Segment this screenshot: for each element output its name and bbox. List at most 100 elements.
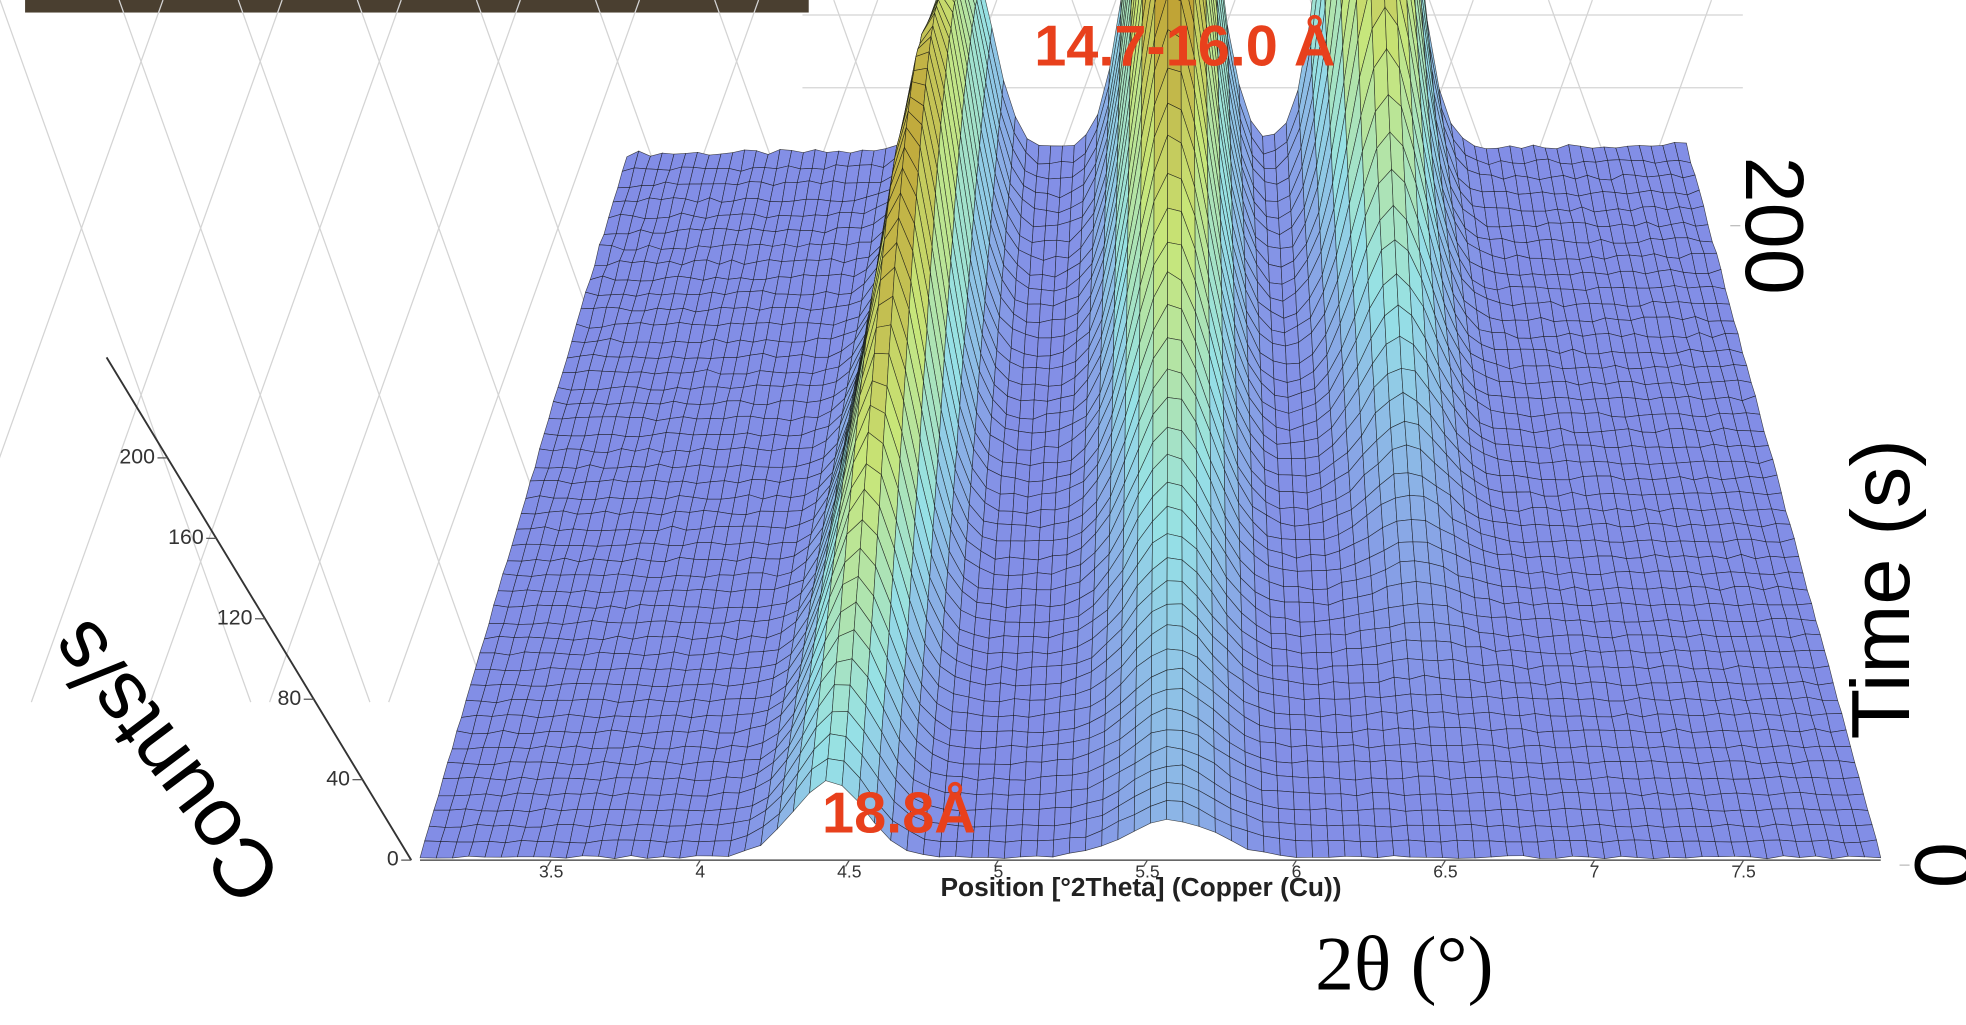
surface-cell bbox=[752, 620, 770, 638]
surface-cell bbox=[1335, 699, 1351, 716]
surface-cell bbox=[1009, 762, 1026, 781]
surface-cell bbox=[1295, 525, 1310, 540]
surface-cell bbox=[1536, 619, 1553, 638]
surface-cell bbox=[1509, 746, 1527, 763]
x-tick-label: 7.5 bbox=[1731, 861, 1756, 881]
surface-cell bbox=[1029, 275, 1043, 290]
surface-cell bbox=[1568, 825, 1587, 840]
surface-cell bbox=[1315, 620, 1331, 635]
surface-cell bbox=[1550, 716, 1568, 731]
surface-cell bbox=[1303, 684, 1319, 700]
surface-cell bbox=[1597, 810, 1616, 827]
surface-cell bbox=[995, 745, 1012, 764]
surface-cell bbox=[740, 682, 758, 699]
surface-cell bbox=[1032, 652, 1048, 667]
surface-cell bbox=[1274, 695, 1290, 715]
surface-cell bbox=[1546, 682, 1564, 699]
surface-cell bbox=[1316, 634, 1332, 653]
surface-cell bbox=[1578, 792, 1596, 809]
surface-cell bbox=[1440, 678, 1457, 697]
surface-cell bbox=[1519, 826, 1537, 842]
surface-cell bbox=[1502, 586, 1519, 604]
surface-cell bbox=[988, 841, 1005, 859]
surface-cell bbox=[1531, 794, 1549, 812]
surface-cell bbox=[1436, 641, 1453, 661]
surface-cell bbox=[1388, 793, 1405, 811]
surface-cell bbox=[1022, 367, 1036, 384]
surface-cell bbox=[1356, 576, 1372, 597]
surface-cell bbox=[1368, 729, 1385, 748]
surface-cell bbox=[1524, 745, 1542, 763]
surface-cell bbox=[1422, 810, 1440, 825]
surface-cell bbox=[994, 764, 1011, 780]
surface-cell bbox=[1273, 679, 1289, 697]
surface-cell bbox=[999, 493, 1014, 511]
surface-cell bbox=[1305, 715, 1321, 732]
surface-cell bbox=[1431, 584, 1448, 606]
surface-cell bbox=[689, 796, 708, 811]
surface-cell bbox=[1037, 840, 1054, 857]
surface-cell bbox=[1411, 520, 1427, 543]
surface-cell bbox=[1357, 792, 1374, 810]
z-tick-label: 40 bbox=[326, 766, 350, 790]
surface-cell bbox=[1042, 744, 1058, 762]
surface-cell bbox=[1274, 713, 1290, 729]
surface-cell bbox=[1320, 714, 1336, 733]
surface-cell bbox=[1299, 602, 1315, 622]
surface-cell bbox=[1026, 745, 1042, 762]
surface-cell bbox=[1413, 542, 1429, 563]
surface-cell bbox=[1000, 476, 1015, 494]
surface-cell bbox=[1269, 264, 1282, 284]
surface-cell bbox=[1542, 762, 1560, 779]
surface-cell bbox=[1049, 161, 1062, 178]
surface-cell bbox=[1392, 840, 1410, 857]
surface-cell bbox=[1043, 712, 1059, 732]
surface-cell bbox=[1586, 746, 1604, 763]
surface-cell bbox=[1309, 522, 1324, 540]
surface-cell bbox=[1517, 809, 1535, 827]
surface-cell bbox=[1024, 540, 1039, 560]
surface-cell bbox=[1019, 418, 1034, 433]
surface-cell bbox=[1004, 840, 1021, 858]
surface-cell bbox=[1278, 459, 1293, 476]
surface-cell bbox=[1021, 384, 1035, 401]
surface-cell bbox=[952, 694, 969, 713]
surface-cell bbox=[1308, 777, 1325, 794]
surface-cell bbox=[723, 777, 742, 793]
surface-cell bbox=[1167, 581, 1182, 605]
surface-cell bbox=[976, 602, 992, 619]
surface-cell bbox=[1610, 793, 1629, 810]
surface-cell bbox=[1056, 240, 1069, 258]
surface-cell bbox=[1503, 825, 1521, 842]
surface-cell bbox=[1468, 792, 1486, 811]
surface-cell bbox=[712, 841, 731, 857]
surface-cell bbox=[1167, 454, 1182, 485]
surface-cell bbox=[1441, 840, 1459, 858]
surface-cell bbox=[1450, 778, 1468, 795]
surface-cell bbox=[1605, 761, 1623, 778]
surface-cell bbox=[976, 794, 993, 810]
surface-cell bbox=[1276, 762, 1292, 777]
surface-cell bbox=[1476, 728, 1494, 745]
surface-cell bbox=[1016, 667, 1032, 686]
surface-cell bbox=[1524, 542, 1541, 558]
surface-cell bbox=[1046, 413, 1060, 432]
surface-cell bbox=[1285, 343, 1299, 365]
surface-cell bbox=[1035, 367, 1049, 386]
surface-cell bbox=[1289, 697, 1305, 715]
surface-cell bbox=[1061, 145, 1074, 162]
surface-cell bbox=[1401, 762, 1418, 779]
surface-cell bbox=[1342, 810, 1359, 825]
surface-cell bbox=[1528, 666, 1546, 685]
surface-cell bbox=[1412, 710, 1429, 729]
surface-cell bbox=[1023, 794, 1040, 809]
surface-cell bbox=[1487, 825, 1505, 842]
surface-cell bbox=[1373, 792, 1390, 809]
surface-cell bbox=[1448, 761, 1465, 779]
surface-cell bbox=[1279, 822, 1296, 840]
surface-cell bbox=[1051, 319, 1065, 338]
surface-cell bbox=[1292, 761, 1308, 778]
surface-cell bbox=[1511, 762, 1529, 778]
surface-cell bbox=[1057, 222, 1070, 242]
surface-cell bbox=[872, 353, 889, 386]
